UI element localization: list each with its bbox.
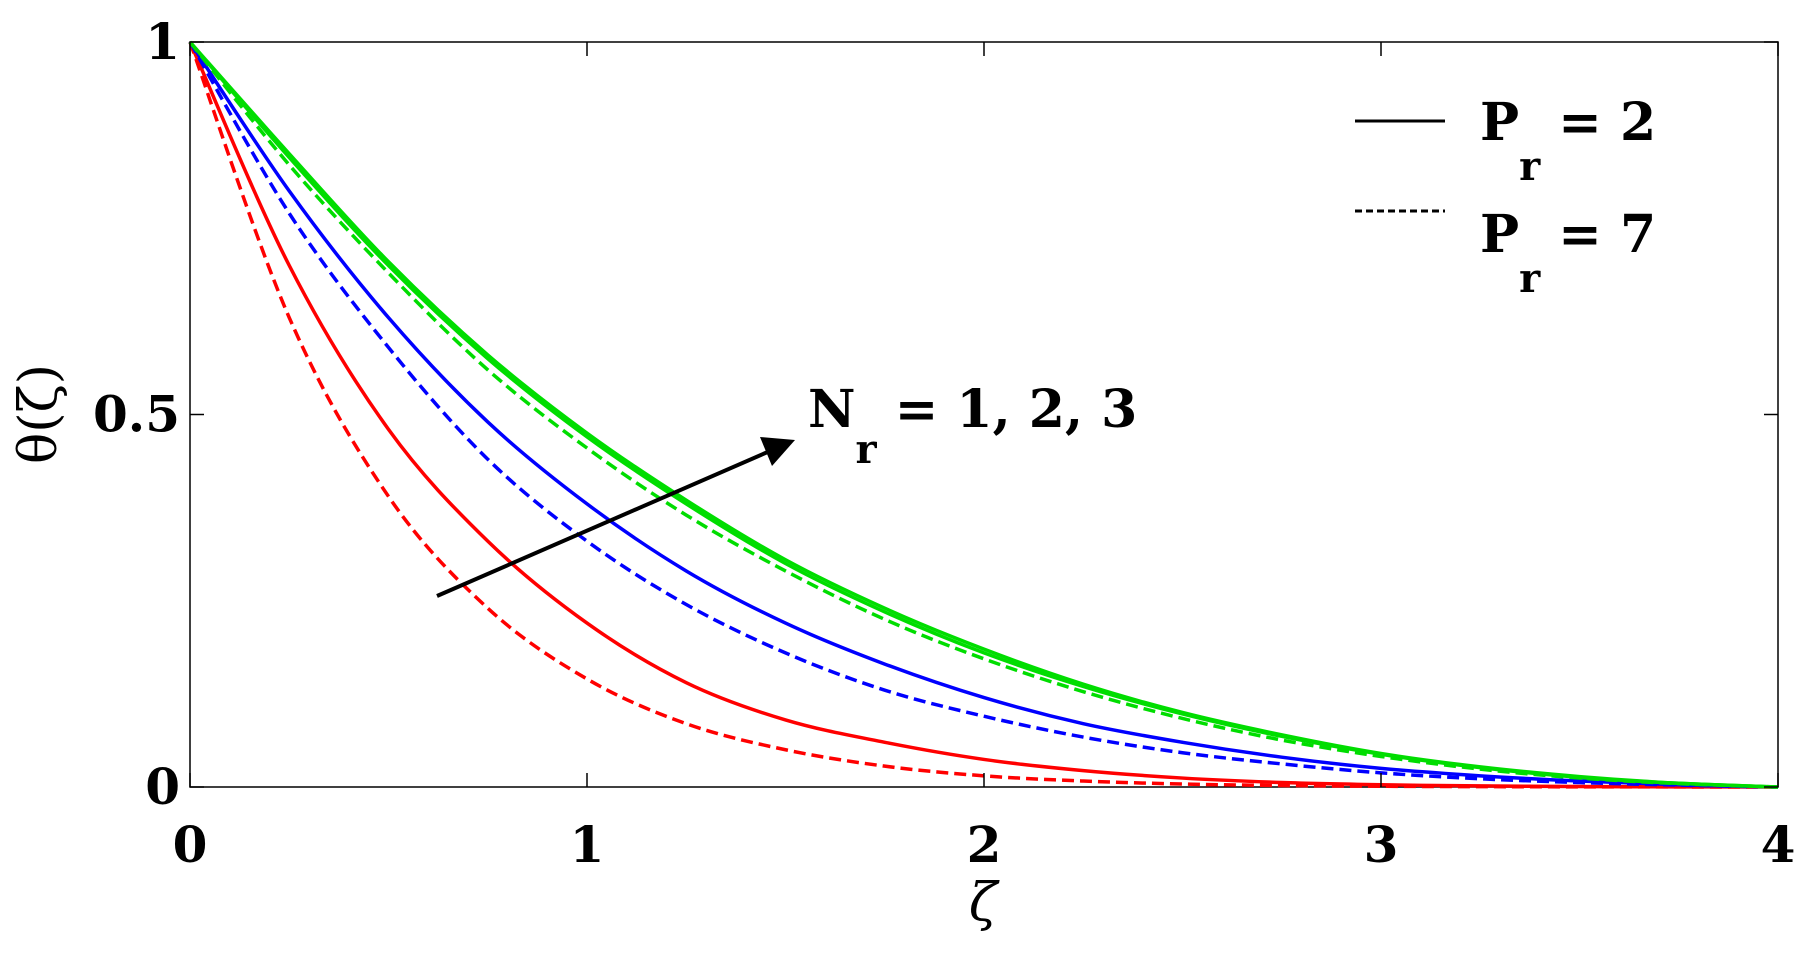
x-tick-label-3: 3 [1364, 815, 1399, 874]
legend-entry-pr2: Pr = 2 [1480, 92, 1656, 190]
annotation-sub: r [856, 426, 878, 473]
legend-pr2-sub: r [1519, 143, 1541, 190]
annotation-rest: = 1, 2, 3 [877, 379, 1138, 440]
legend-entry-pr7: Pr = 7 [1480, 204, 1656, 302]
y-tick-label-2: 1 [145, 12, 180, 71]
x-axis-label: ζ [969, 873, 1000, 933]
x-tick-label-2: 2 [967, 815, 1002, 874]
legend: Pr = 2 Pr = 7 [1355, 92, 1656, 302]
y-axis-label: θ(ζ) [9, 364, 69, 464]
series-line-6 [188, 40, 1779, 789]
x-tick-label-4: 4 [1761, 815, 1796, 874]
y-tick-label-1: 0.5 [93, 385, 180, 444]
annotation-arrowhead [760, 437, 795, 466]
y-tick-labels: 00.51 [93, 12, 180, 816]
annotation-arrow-shaft [436, 449, 771, 598]
legend-pr7-rest: = 7 [1540, 204, 1656, 265]
x-tick-label-1: 1 [570, 815, 605, 874]
annotation-text: Nr = 1, 2, 3 [808, 379, 1137, 473]
series-line-1 [188, 41, 1779, 789]
series-layer [188, 40, 1779, 789]
annotation-main: N [808, 379, 856, 440]
legend-pr2-rest: = 2 [1540, 92, 1656, 153]
legend-pr7-main: P [1480, 204, 1519, 265]
legend-pr7-sub: r [1519, 255, 1541, 302]
legend-pr2-main: P [1480, 92, 1519, 153]
series-line-3 [188, 41, 1779, 789]
x-tick-labels: 0 1 2 3 4 [173, 815, 1796, 874]
y-tick-label-0: 0 [145, 757, 180, 816]
tick-marks [189, 41, 1779, 788]
x-tick-label-0: 0 [173, 815, 208, 874]
series-line-5 [188, 40, 1779, 789]
annotation: Nr = 1, 2, 3 [436, 379, 1137, 598]
series-line-2 [188, 41, 1779, 789]
